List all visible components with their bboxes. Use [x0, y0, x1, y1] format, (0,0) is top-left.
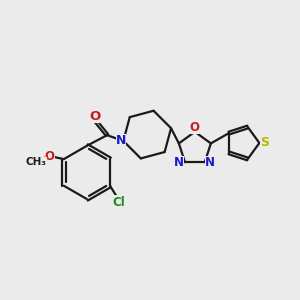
- Text: N: N: [206, 156, 215, 169]
- Text: CH₃: CH₃: [26, 158, 46, 167]
- Text: O: O: [89, 110, 100, 123]
- Text: N: N: [116, 134, 126, 148]
- Text: Cl: Cl: [113, 196, 126, 208]
- Text: N: N: [174, 156, 184, 169]
- Text: S: S: [260, 136, 269, 149]
- Text: O: O: [190, 121, 200, 134]
- Text: O: O: [45, 150, 55, 163]
